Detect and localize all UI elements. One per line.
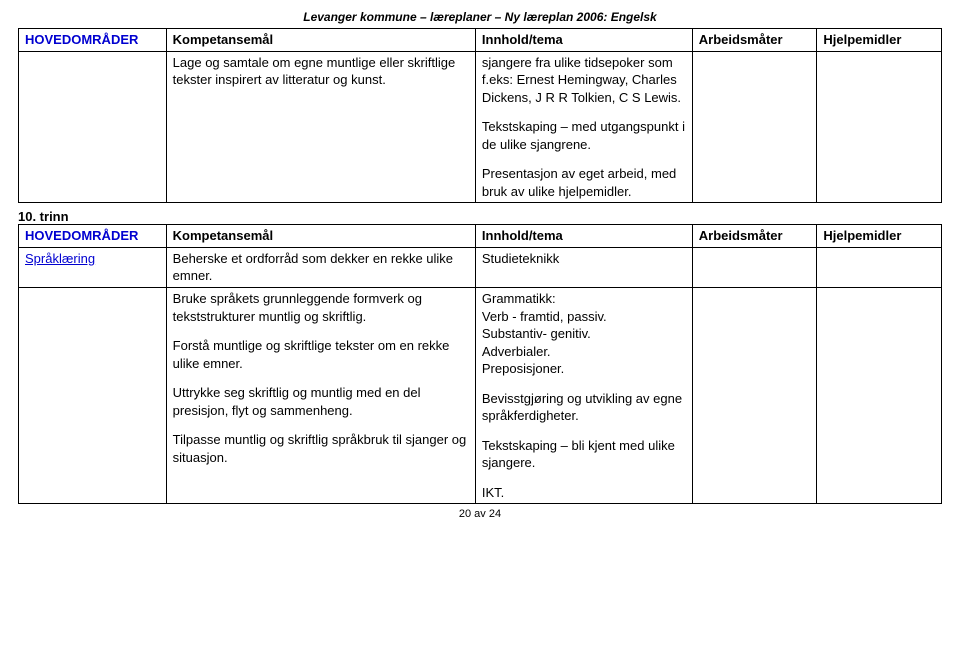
- paragraph: Verb - framtid, passiv.: [482, 308, 686, 326]
- paragraph: Substantiv- genitiv.: [482, 325, 686, 343]
- paragraph: Bruke språkets grunnleggende formverk og…: [173, 290, 469, 325]
- paragraph: Lage og samtale om egne muntlige eller s…: [173, 54, 469, 89]
- paragraph: Uttrykke seg skriftlig og muntlig med en…: [173, 384, 469, 419]
- col-hjelpemidler: Hjelpemidler: [817, 225, 942, 248]
- cell-empty: [19, 288, 167, 504]
- cell-kompetanse: Lage og samtale om egne muntlige eller s…: [166, 51, 475, 203]
- page-header: Levanger kommune – læreplaner – Ny lærep…: [18, 10, 942, 24]
- paragraph: Tekstskaping – bli kjent med ulike sjang…: [482, 437, 686, 472]
- cell-empty: [19, 51, 167, 203]
- paragraph: sjangere fra ulike tidsepoker som f.eks:…: [482, 54, 686, 107]
- cell-empty: [817, 288, 942, 504]
- top-table: HOVEDOMRÅDER Kompetansemål Innhold/tema …: [18, 28, 942, 203]
- paragraph: Bevisstgjøring og utvikling av egne språ…: [482, 390, 686, 425]
- paragraph: Tilpasse muntlig og skriftlig språkbruk …: [173, 431, 469, 466]
- paragraph: IKT.: [482, 484, 686, 502]
- paragraph: Grammatikk:: [482, 290, 686, 308]
- page-footer: 20 av 24: [18, 508, 942, 520]
- paragraph: Forstå muntlige og skriftlige tekster om…: [173, 337, 469, 372]
- section-label: 10. trinn: [18, 209, 942, 224]
- table-header-row: HOVEDOMRÅDER Kompetansemål Innhold/tema …: [19, 225, 942, 248]
- cell-kompetanse: Bruke språkets grunnleggende formverk og…: [166, 288, 475, 504]
- col-kompetansemal: Kompetansemål: [166, 29, 475, 52]
- cell-empty: [692, 51, 817, 203]
- col-hovedomrader: HOVEDOMRÅDER: [19, 29, 167, 52]
- paragraph: Tekstskaping – med utgangspunkt i de uli…: [482, 118, 686, 153]
- table-header-row: HOVEDOMRÅDER Kompetansemål Innhold/tema …: [19, 29, 942, 52]
- col-innhold: Innhold/tema: [475, 225, 692, 248]
- col-innhold: Innhold/tema: [475, 29, 692, 52]
- col-hjelpemidler: Hjelpemidler: [817, 29, 942, 52]
- col-arbeidsmater: Arbeidsmåter: [692, 29, 817, 52]
- paragraph: Adverbialer.: [482, 343, 686, 361]
- cell-spraklaering: Språklæring: [19, 247, 167, 287]
- table-row: Bruke språkets grunnleggende formverk og…: [19, 288, 942, 504]
- paragraph: Preposisjoner.: [482, 360, 686, 378]
- cell-kompetanse: Beherske et ordforråd som dekker en rekk…: [166, 247, 475, 287]
- cell-innhold: sjangere fra ulike tidsepoker som f.eks:…: [475, 51, 692, 203]
- paragraph: Presentasjon av eget arbeid, med bruk av…: [482, 165, 686, 200]
- cell-empty: [692, 288, 817, 504]
- cell-innhold: Studieteknikk: [475, 247, 692, 287]
- cell-empty: [692, 247, 817, 287]
- table-row: Språklæring Beherske et ordforråd som de…: [19, 247, 942, 287]
- cell-innhold: Grammatikk: Verb - framtid, passiv. Subs…: [475, 288, 692, 504]
- cell-empty: [817, 247, 942, 287]
- bottom-table: HOVEDOMRÅDER Kompetansemål Innhold/tema …: [18, 224, 942, 504]
- cell-empty: [817, 51, 942, 203]
- col-hovedomrader: HOVEDOMRÅDER: [19, 225, 167, 248]
- col-arbeidsmater: Arbeidsmåter: [692, 225, 817, 248]
- col-kompetansemal: Kompetansemål: [166, 225, 475, 248]
- table-row: Lage og samtale om egne muntlige eller s…: [19, 51, 942, 203]
